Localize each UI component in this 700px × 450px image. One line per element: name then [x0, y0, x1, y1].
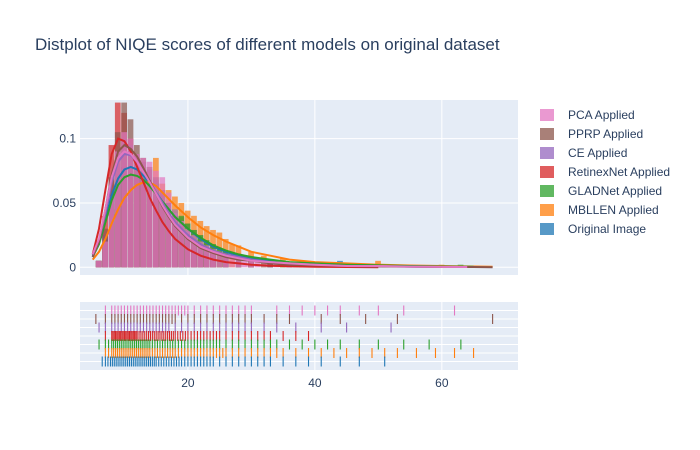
y-tick-label-1: 0.05 [53, 196, 77, 210]
chart-title: Distplot of NIQE scores of different mod… [35, 35, 500, 54]
legend-label: PPRP Applied [568, 127, 643, 141]
hist-bar [95, 260, 102, 268]
hist-bar [127, 138, 134, 268]
legend-swatch [540, 204, 554, 216]
legend-swatch [540, 166, 554, 178]
legend-item-6[interactable]: Original Image [540, 222, 646, 236]
legend-swatch [540, 185, 554, 197]
hist-bar [191, 235, 197, 268]
legend-label: Original Image [568, 222, 646, 236]
legend-item-5[interactable]: MBLLEN Applied [540, 203, 659, 217]
y-tick-label-0: 0 [69, 260, 76, 274]
hist-bar [222, 254, 229, 268]
legend-item-1[interactable]: PPRP Applied [540, 127, 643, 141]
axis-ticks: 0 0.05 0.1 20 40 60 [53, 132, 449, 390]
legend-label: RetinexNet Applied [568, 165, 670, 179]
hist-bar [197, 241, 204, 268]
rug-layer [95, 305, 494, 367]
kde-line-0 [91, 150, 468, 268]
legend-swatch [540, 109, 554, 121]
legend-label: CE Applied [568, 146, 627, 160]
kde-line-4 [91, 173, 474, 268]
x-tick-label-1: 40 [308, 376, 322, 390]
legend-item-2[interactable]: CE Applied [540, 146, 627, 160]
kde-curve-layer [91, 137, 493, 269]
y-tick-label-2: 0.1 [59, 132, 76, 146]
x-tick-label-2: 60 [435, 376, 449, 390]
hist-bar [203, 245, 210, 268]
legend-label: PCA Applied [568, 108, 635, 122]
legend-label: GLADNet Applied [568, 184, 662, 198]
legend-swatch [540, 128, 554, 140]
grid-lines [80, 100, 518, 370]
hist-bar [102, 241, 108, 268]
legend-swatch [540, 223, 554, 235]
legend-label: MBLLEN Applied [568, 203, 659, 217]
hist-bar [153, 170, 159, 268]
legend-item-4[interactable]: GLADNet Applied [540, 184, 662, 198]
hist-bar [108, 196, 115, 268]
hist-bar [146, 161, 153, 268]
kde-line-3 [91, 137, 379, 269]
hist-bar [216, 251, 223, 268]
legend-swatch [540, 147, 554, 159]
hist-bar [210, 249, 216, 268]
kde-line-5 [91, 181, 493, 268]
hist-bar [140, 157, 147, 268]
legend-item-0[interactable]: PCA Applied [540, 108, 635, 122]
hist-bar [133, 154, 140, 268]
x-tick-label-0: 20 [181, 376, 195, 390]
legend[interactable]: PCA Applied PPRP Applied CE Applied Retinex… [540, 108, 670, 236]
legend-item-3[interactable]: RetinexNet Applied [540, 165, 670, 179]
